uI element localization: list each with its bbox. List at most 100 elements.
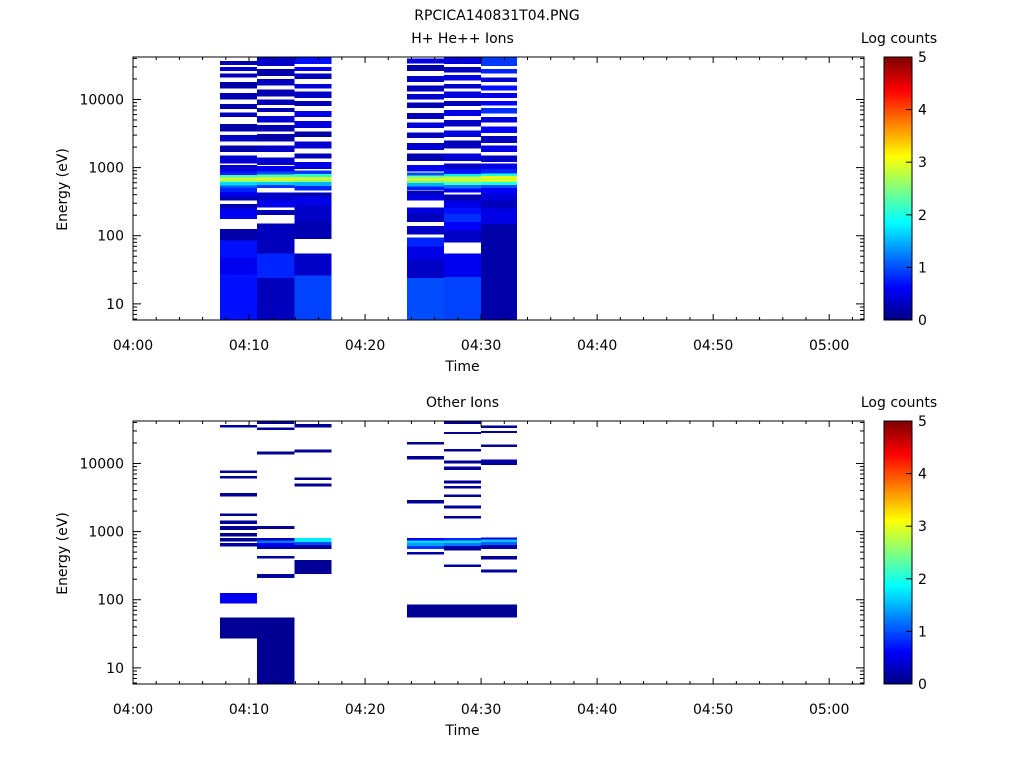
- heatmap-cell: [294, 170, 332, 175]
- heatmap-cell: [220, 174, 258, 178]
- colorbar-segment: [884, 196, 912, 200]
- colorbar-segment: [884, 88, 912, 92]
- heatmap-cell: [294, 477, 332, 481]
- colorbar-segment: [884, 436, 912, 441]
- colorbar-segment: [884, 248, 912, 253]
- heatmap-cell: [406, 122, 444, 129]
- heatmap-cell: [257, 451, 295, 455]
- colorbar-segment: [884, 291, 912, 295]
- heatmap-cell: [294, 174, 332, 177]
- colorbar-segment: [884, 618, 912, 622]
- time-column: [257, 57, 295, 320]
- colorbar-frame: [883, 420, 913, 685]
- time-column: [443, 57, 482, 320]
- colorbar-segment: [884, 662, 912, 667]
- heatmap-cell: [257, 184, 295, 189]
- heatmap-cell: [294, 131, 332, 138]
- heatmap-cell: [406, 540, 444, 544]
- colorbar-segment: [884, 657, 912, 661]
- heatmap-cell: [481, 539, 518, 543]
- colorbar-segment: [884, 486, 912, 490]
- heatmap-cell: [220, 145, 258, 152]
- colorbar-segment: [884, 476, 912, 480]
- colorbar-tick-label: 2: [918, 208, 927, 224]
- colorbar-segment: [884, 526, 912, 530]
- y-tick-label: 1000: [88, 525, 124, 541]
- heatmap-cell: [481, 85, 518, 91]
- colorbar-tick-label: 4: [918, 467, 927, 483]
- heatmap-cell: [220, 538, 258, 542]
- colorbar-segment: [884, 106, 912, 111]
- colorbar-segment: [884, 541, 912, 546]
- colorbar-segment: [884, 254, 912, 258]
- colorbar-segment: [884, 457, 912, 462]
- heatmap-cell: [406, 76, 444, 83]
- colorbar-tick-label: 0: [918, 313, 927, 329]
- colorbar-segment: [884, 141, 912, 145]
- heatmap-cell: [406, 113, 444, 119]
- heatmap-cell: [294, 205, 332, 222]
- colorbar-segment: [884, 75, 912, 79]
- colorbar-segment: [884, 230, 912, 234]
- heatmap-cell: [406, 604, 444, 618]
- heatmap-cell: [220, 543, 258, 547]
- colorbar-segment: [884, 670, 912, 675]
- colorbar-segment: [884, 628, 912, 632]
- colorbar-segment: [884, 156, 912, 161]
- heatmap-cell: [220, 204, 258, 209]
- heatmap-cell: [443, 184, 482, 189]
- heatmap-cell: [443, 449, 482, 452]
- heatmap-cell: [406, 58, 444, 64]
- heatmap-cell: [481, 555, 518, 560]
- colorbar-segment: [884, 312, 912, 316]
- heatmap-cell: [443, 110, 482, 117]
- colorbar-segment: [884, 138, 912, 142]
- colorbar-segment: [884, 534, 912, 538]
- colorbar-segment: [884, 452, 912, 456]
- colorbar-segment: [884, 665, 912, 669]
- colorbar-segment: [884, 484, 912, 488]
- colorbar-segment: [884, 470, 912, 475]
- heatmap-cell: [294, 182, 332, 186]
- heatmap-cell: [257, 157, 295, 165]
- heatmap-cell: [257, 617, 295, 684]
- heatmap-cell: [481, 173, 518, 177]
- colorbar-segment: [884, 112, 912, 116]
- colorbar-segment: [884, 547, 912, 551]
- heatmap-cell: [220, 475, 258, 479]
- heatmap-cell: [220, 135, 258, 142]
- heatmap-cell: [443, 188, 482, 193]
- y-tick-label: 1000: [88, 161, 124, 177]
- colorbar-segment: [884, 494, 912, 498]
- heatmap-cell: [220, 274, 258, 320]
- heatmap-cell: [481, 188, 518, 194]
- colorbar-tick-label: 3: [918, 519, 927, 535]
- colorbar-segment: [884, 510, 912, 514]
- colorbar-segment: [884, 70, 912, 74]
- heatmap-cell: [406, 94, 444, 100]
- heatmap-cell: [443, 494, 482, 498]
- colorbar-segment: [884, 285, 912, 290]
- colorbar-segment: [884, 502, 912, 506]
- heatmap-cell: [294, 544, 332, 549]
- heatmap-cell: [443, 538, 482, 541]
- colorbar-segment: [884, 570, 912, 575]
- heatmap-cell: [406, 172, 444, 176]
- colorbar-segment: [884, 288, 912, 292]
- heatmap-cell: [481, 107, 518, 114]
- time-column: [220, 60, 258, 320]
- heatmap-cell: [443, 100, 482, 107]
- time-column: [406, 442, 444, 618]
- time-column: [220, 424, 258, 639]
- heatmap-cell: [257, 134, 295, 142]
- heatmap-cell: [257, 125, 295, 132]
- x-tick-label: 04:20: [345, 338, 385, 354]
- heatmap-cell: [406, 500, 444, 504]
- colorbar-segment: [884, 85, 912, 90]
- colorbar-segment: [884, 177, 912, 182]
- heatmap-cell: [481, 176, 518, 180]
- colorbar-segment: [884, 162, 912, 166]
- colorbar-segment: [884, 225, 912, 229]
- colorbar-segment: [884, 256, 912, 261]
- heatmap-cell: [257, 145, 295, 152]
